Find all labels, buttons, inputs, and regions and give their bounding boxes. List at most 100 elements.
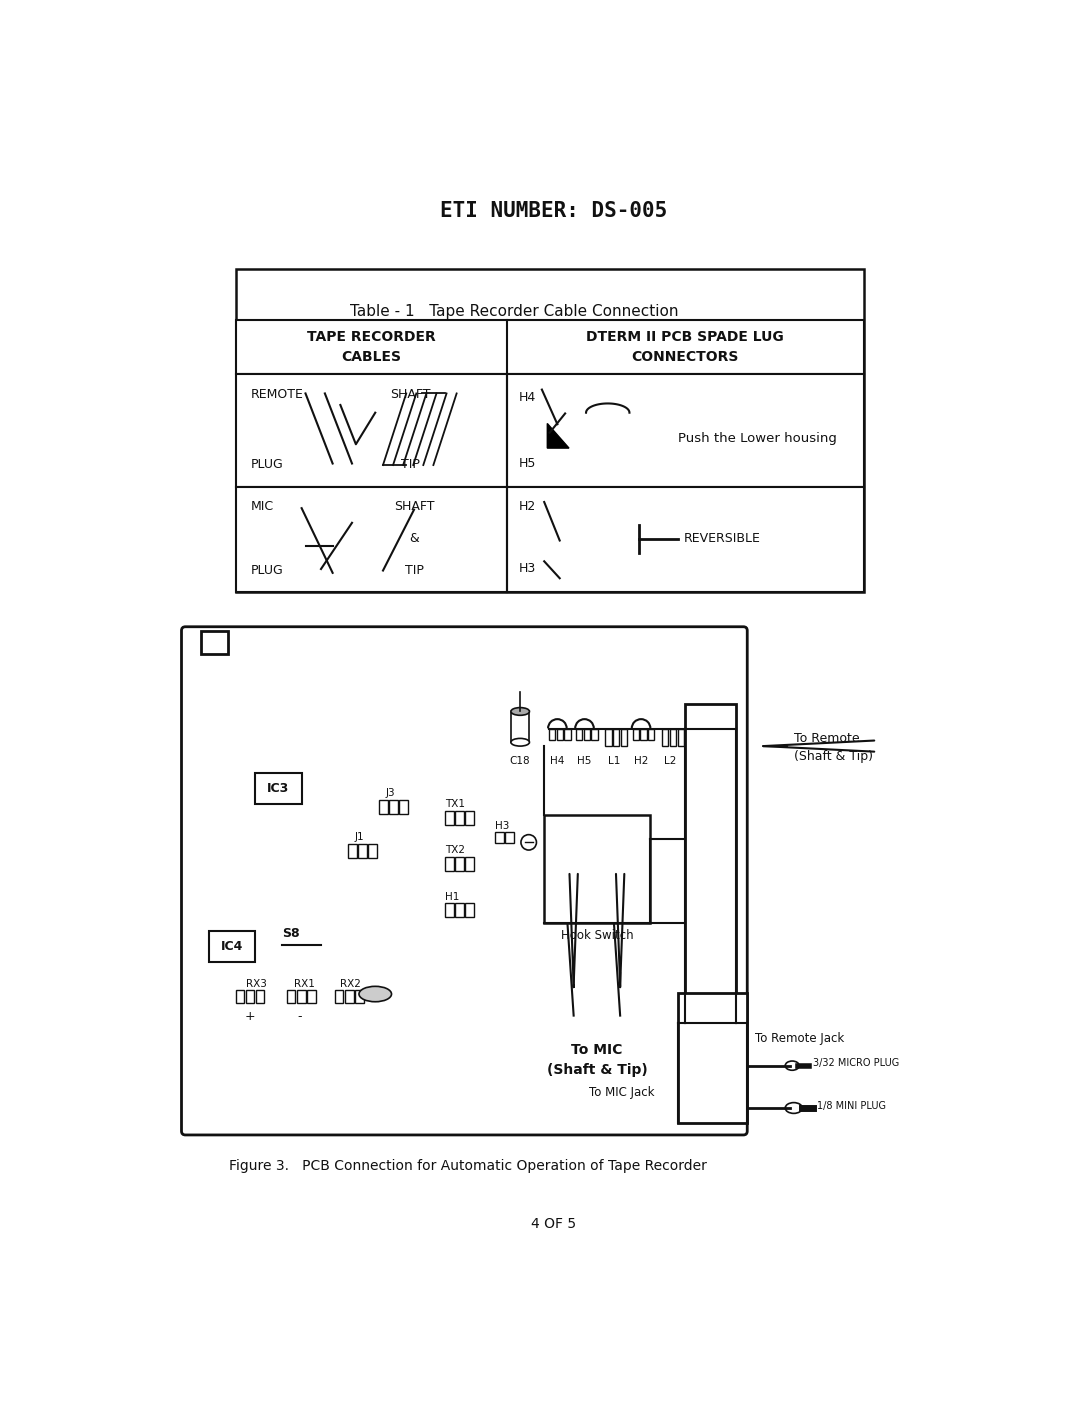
Bar [505, 832, 514, 843]
Bar [208, 932, 255, 961]
Text: H4: H4 [550, 756, 565, 766]
Bar [201, 631, 228, 653]
Text: DTERM II PCB SPADE LUG
CONNECTORS: DTERM II PCB SPADE LUG CONNECTORS [586, 330, 784, 364]
Text: H5: H5 [518, 457, 536, 469]
Bar [255, 773, 301, 804]
Bar [297, 991, 306, 1003]
Text: REVERSIBLE: REVERSIBLE [684, 532, 760, 545]
Bar [549, 729, 555, 740]
Bar [400, 799, 408, 813]
Bar [465, 903, 474, 917]
Bar [685, 704, 735, 1023]
Text: L1: L1 [608, 756, 620, 766]
Bar [565, 729, 570, 740]
Bar [307, 991, 315, 1003]
Text: Hook Switch: Hook Switch [561, 929, 633, 943]
Text: IC4: IC4 [220, 940, 243, 953]
Ellipse shape [511, 739, 529, 746]
Bar [606, 729, 611, 746]
Bar [583, 729, 590, 740]
Bar [445, 903, 454, 917]
Ellipse shape [785, 1103, 802, 1113]
Text: H5: H5 [578, 756, 592, 766]
Bar [455, 857, 463, 871]
Bar [359, 844, 367, 857]
Bar [368, 844, 377, 857]
Text: REMOTE: REMOTE [252, 388, 305, 400]
Text: To Remote: To Remote [794, 732, 860, 745]
Text: S8: S8 [282, 927, 300, 940]
Text: L2: L2 [664, 756, 677, 766]
Text: SHAFT: SHAFT [390, 388, 430, 400]
Text: Table - 1   Tape Recorder Cable Connection: Table - 1 Tape Recorder Cable Connection [351, 303, 679, 319]
Bar [389, 799, 397, 813]
Text: Push the Lower housing: Push the Lower housing [677, 431, 836, 444]
Bar [235, 374, 864, 486]
Text: RX3: RX3 [246, 979, 267, 989]
Bar [445, 857, 454, 871]
Text: C18: C18 [510, 756, 530, 766]
Text: SHAFT: SHAFT [394, 500, 434, 513]
Bar [670, 729, 676, 746]
Bar [496, 832, 504, 843]
Text: Figure 3.   PCB Connection for Automatic Operation of Tape Recorder: Figure 3. PCB Connection for Automatic O… [229, 1159, 707, 1173]
Text: PLUG: PLUG [252, 563, 284, 576]
Text: TX1: TX1 [445, 799, 465, 809]
Bar [613, 729, 619, 746]
Text: +: + [244, 1010, 255, 1023]
Bar [246, 991, 255, 1003]
Text: H1: H1 [445, 892, 459, 902]
Bar [455, 811, 463, 825]
Bar [640, 729, 647, 740]
Text: TX2: TX2 [445, 846, 465, 856]
Text: To Remote Jack: To Remote Jack [755, 1033, 845, 1045]
Bar [445, 811, 454, 825]
Text: H2: H2 [518, 500, 536, 513]
Text: TAPE RECORDER
CABLES: TAPE RECORDER CABLES [307, 330, 435, 364]
Ellipse shape [511, 708, 529, 715]
Text: 3/32 MICRO PLUG: 3/32 MICRO PLUG [813, 1058, 900, 1068]
Bar [648, 729, 654, 740]
Text: RX2: RX2 [340, 979, 361, 989]
Text: (Shaft & Tip): (Shaft & Tip) [794, 750, 873, 763]
Text: TIP: TIP [401, 458, 419, 471]
Bar [621, 729, 627, 746]
Bar [235, 486, 864, 592]
Bar [576, 729, 582, 740]
Text: J3: J3 [386, 788, 395, 798]
FancyBboxPatch shape [181, 627, 747, 1135]
Bar [235, 268, 864, 592]
Text: MIC: MIC [252, 500, 274, 513]
Bar [335, 991, 343, 1003]
Bar [355, 991, 364, 1003]
Text: PLUG: PLUG [252, 458, 284, 471]
Text: To MIC Jack: To MIC Jack [589, 1086, 654, 1099]
Bar [379, 799, 388, 813]
Text: H2: H2 [634, 756, 648, 766]
Bar [455, 903, 463, 917]
Text: H3: H3 [496, 821, 510, 830]
Text: To MIC: To MIC [571, 1043, 622, 1057]
Text: H4: H4 [518, 391, 536, 405]
Bar [348, 844, 356, 857]
Ellipse shape [359, 986, 392, 1002]
Text: IC3: IC3 [267, 783, 289, 795]
Text: (Shaft & Tip): (Shaft & Tip) [546, 1064, 647, 1078]
Bar [556, 729, 563, 740]
Bar [544, 815, 650, 923]
Bar [345, 991, 353, 1003]
Text: H3: H3 [518, 562, 536, 575]
Bar [235, 320, 864, 374]
Bar [677, 992, 747, 1124]
Ellipse shape [785, 1061, 799, 1071]
Text: 1/8 MINI PLUG: 1/8 MINI PLUG [816, 1100, 886, 1111]
Bar [256, 991, 265, 1003]
Polygon shape [548, 423, 569, 448]
Bar [633, 729, 638, 740]
Bar [511, 712, 529, 742]
Text: &: & [409, 532, 419, 545]
Bar [235, 991, 244, 1003]
Bar [677, 729, 684, 746]
Bar [592, 729, 597, 740]
Bar [287, 991, 296, 1003]
